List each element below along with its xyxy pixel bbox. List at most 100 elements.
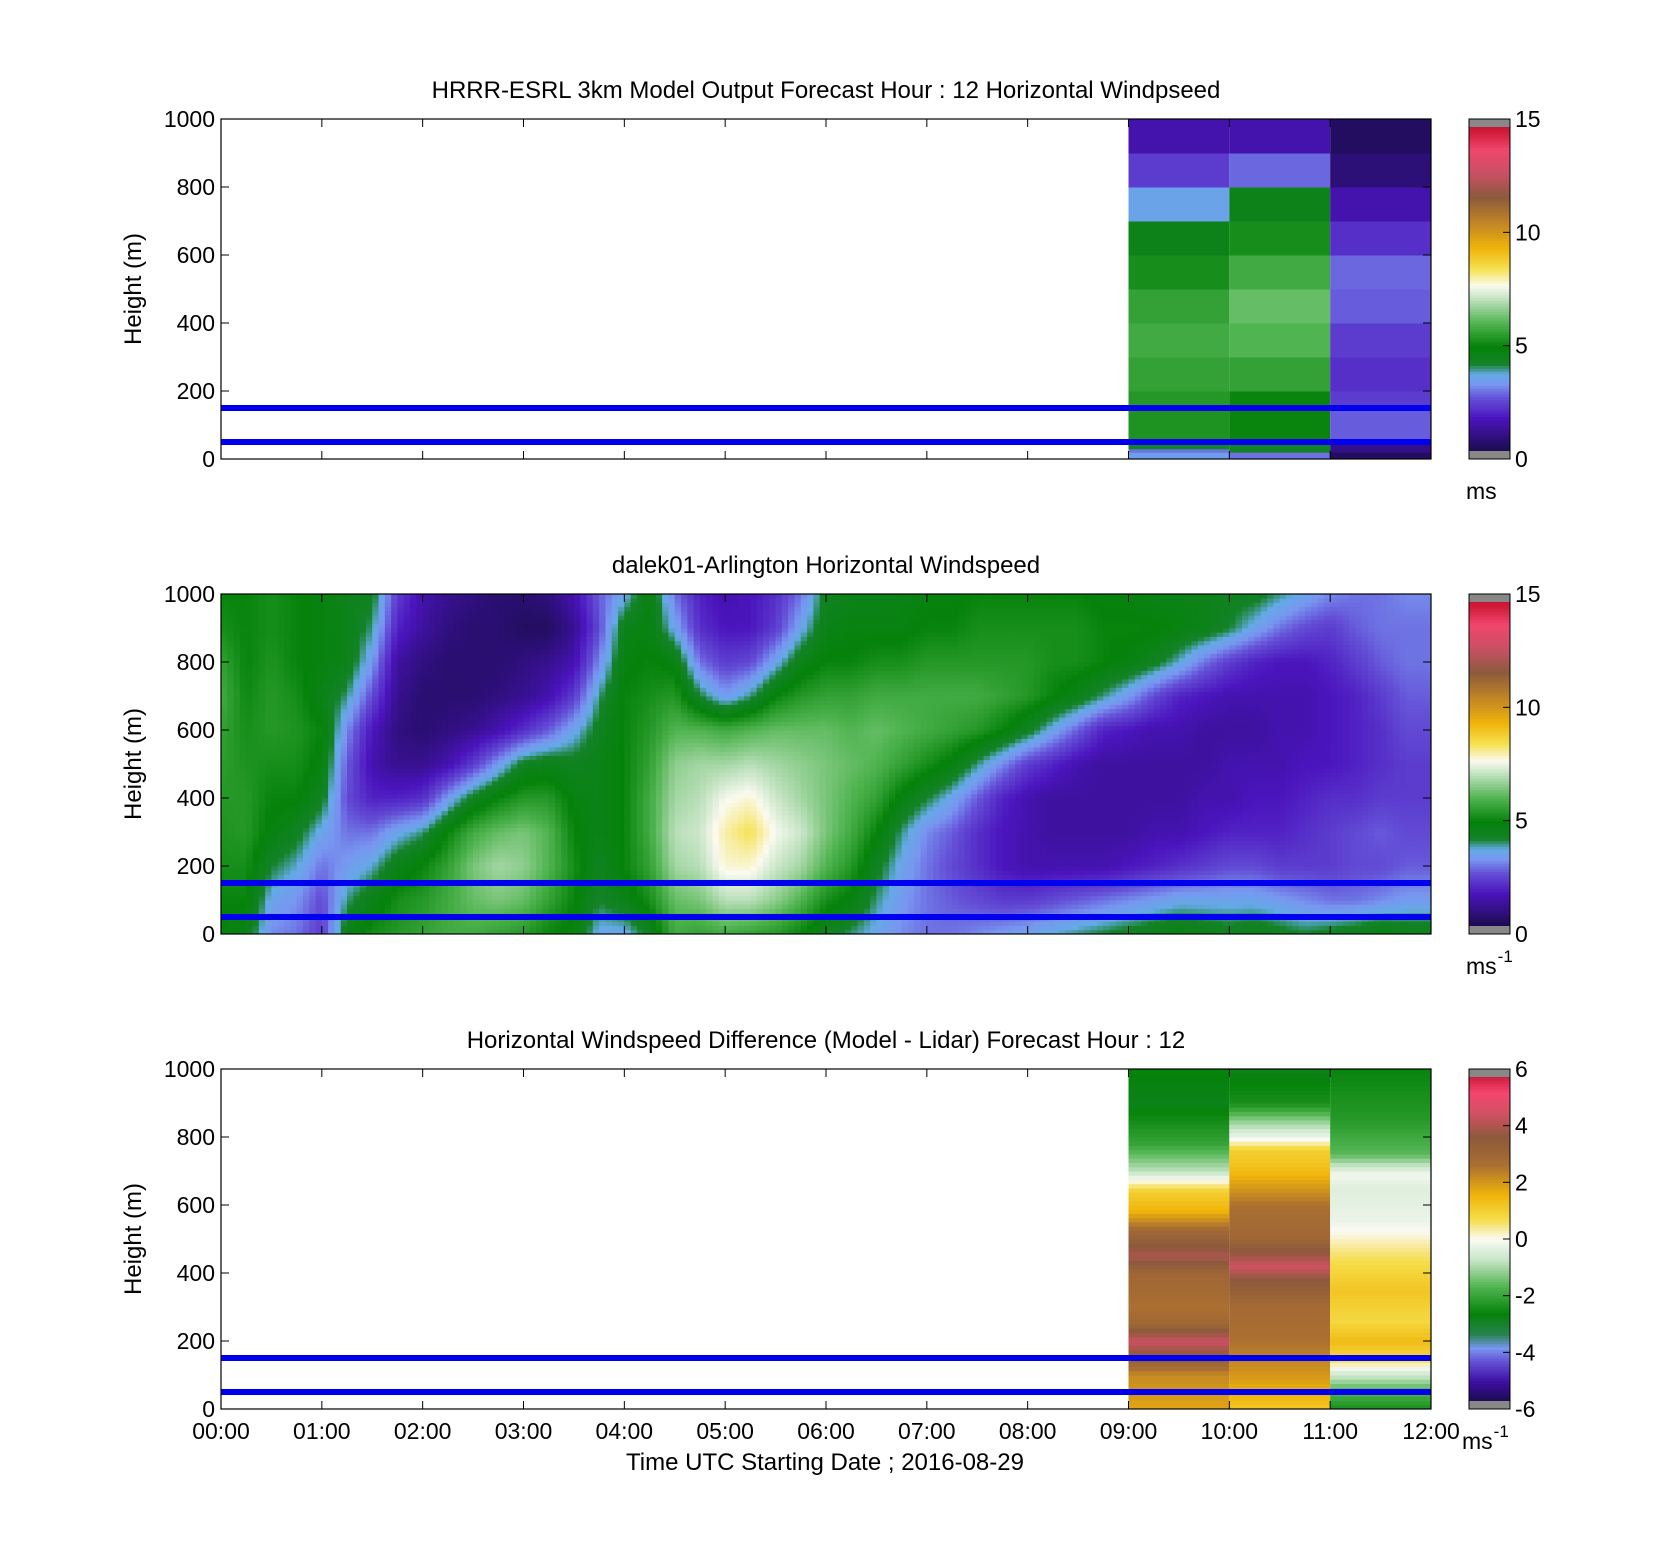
heatmap-cell bbox=[384, 904, 392, 909]
heatmap-cell bbox=[435, 615, 442, 620]
heatmap-cell bbox=[504, 713, 512, 718]
heatmap-cell bbox=[555, 755, 562, 761]
heatmap-cell bbox=[485, 649, 493, 654]
heatmap-cell bbox=[391, 751, 398, 756]
heatmap-cell bbox=[365, 708, 373, 714]
heatmap-cell bbox=[460, 619, 468, 625]
heatmap-cell bbox=[315, 815, 323, 820]
heatmap-cell bbox=[542, 781, 550, 786]
heatmap-cell bbox=[485, 717, 493, 722]
heatmap-cell bbox=[536, 747, 543, 752]
heatmap-cell bbox=[290, 904, 298, 909]
heatmap-cell bbox=[504, 802, 512, 807]
heatmap-cell bbox=[227, 810, 235, 816]
heatmap-cell bbox=[529, 798, 537, 803]
heatmap-cell bbox=[277, 747, 285, 752]
heatmap-cell bbox=[573, 768, 581, 773]
heatmap-cell bbox=[542, 802, 550, 807]
heatmap-cell bbox=[258, 815, 266, 820]
heatmap-cell bbox=[567, 802, 575, 807]
heatmap-cell bbox=[542, 691, 550, 697]
heatmap-cell bbox=[302, 810, 310, 816]
heatmap-cell bbox=[403, 755, 411, 761]
heatmap-cell bbox=[290, 708, 298, 714]
heatmap-cell bbox=[239, 819, 247, 824]
heatmap-cell bbox=[1128, 323, 1230, 358]
heatmap-cell bbox=[384, 806, 392, 812]
heatmap-cell bbox=[290, 827, 298, 833]
heatmap-cell bbox=[328, 747, 335, 752]
heatmap-cell bbox=[277, 815, 285, 820]
heatmap-cell bbox=[302, 687, 310, 693]
heatmap-cell bbox=[498, 662, 505, 667]
heatmap-cell bbox=[239, 895, 247, 901]
heatmap-cell bbox=[271, 696, 279, 701]
heatmap-cell bbox=[296, 623, 304, 629]
heatmap-cell bbox=[233, 657, 241, 663]
heatmap-cell bbox=[403, 670, 411, 676]
heatmap-cell bbox=[1229, 289, 1331, 324]
heatmap-cell bbox=[246, 904, 253, 909]
heatmap-cell bbox=[441, 649, 449, 654]
heatmap-cell bbox=[580, 696, 587, 701]
heatmap-cell bbox=[334, 721, 342, 727]
heatmap-cell bbox=[510, 929, 518, 935]
colorbar-segment bbox=[1469, 266, 1510, 270]
heatmap-cell bbox=[340, 844, 348, 850]
heatmap-cell bbox=[309, 640, 316, 646]
heatmap-cell bbox=[523, 628, 531, 633]
heatmap-cell bbox=[397, 742, 405, 748]
heatmap-cell bbox=[573, 611, 581, 616]
heatmap-cell bbox=[447, 657, 455, 663]
heatmap-cell bbox=[397, 696, 405, 701]
heatmap-cell bbox=[365, 640, 373, 646]
heatmap-cell bbox=[246, 806, 253, 812]
heatmap-cell bbox=[284, 747, 291, 752]
heatmap-cell bbox=[561, 742, 569, 748]
heatmap-cell bbox=[365, 836, 373, 841]
heatmap-cell bbox=[416, 891, 424, 897]
heatmap-cell bbox=[573, 615, 581, 620]
heatmap-cell bbox=[328, 708, 335, 714]
heatmap-cell bbox=[580, 674, 587, 680]
heatmap-cell bbox=[302, 925, 310, 931]
heatmap-cell bbox=[573, 819, 581, 824]
heatmap-cell bbox=[271, 679, 279, 684]
heatmap-cell bbox=[561, 657, 569, 663]
heatmap-cell bbox=[580, 785, 587, 790]
heatmap-cell bbox=[428, 628, 436, 633]
heatmap-cell bbox=[523, 870, 531, 875]
heatmap-cell bbox=[548, 606, 556, 612]
heatmap-cell bbox=[391, 764, 398, 769]
heatmap-cell bbox=[384, 776, 392, 782]
heatmap-cell bbox=[372, 759, 379, 765]
heatmap-cell bbox=[258, 628, 266, 633]
heatmap-cell bbox=[460, 768, 468, 773]
heatmap-cell bbox=[454, 866, 461, 871]
heatmap-cell bbox=[485, 594, 493, 599]
heatmap-cell bbox=[561, 891, 569, 897]
heatmap-cell bbox=[454, 747, 461, 752]
heatmap-cell bbox=[479, 815, 487, 820]
heatmap-cell bbox=[466, 887, 474, 892]
heatmap-cell bbox=[334, 857, 342, 863]
heatmap-cell bbox=[473, 900, 480, 905]
heatmap-cell bbox=[290, 789, 298, 795]
heatmap-cell bbox=[372, 636, 379, 642]
heatmap-cell bbox=[397, 662, 405, 667]
heatmap-cell bbox=[491, 925, 499, 931]
heatmap-cell bbox=[555, 628, 562, 633]
heatmap-cell bbox=[504, 900, 512, 905]
heatmap-cell bbox=[410, 908, 417, 914]
heatmap-cell bbox=[473, 738, 480, 744]
heatmap-cell bbox=[428, 602, 436, 608]
heatmap-cell bbox=[517, 793, 524, 799]
heatmap-cell bbox=[586, 793, 594, 799]
heatmap-cell bbox=[372, 640, 379, 646]
heatmap-cell bbox=[536, 670, 543, 676]
heatmap-cell bbox=[573, 785, 581, 790]
heatmap-cell bbox=[422, 785, 430, 790]
heatmap-cell bbox=[246, 645, 253, 650]
heatmap-cell bbox=[410, 602, 417, 608]
heatmap-cell bbox=[403, 832, 411, 837]
